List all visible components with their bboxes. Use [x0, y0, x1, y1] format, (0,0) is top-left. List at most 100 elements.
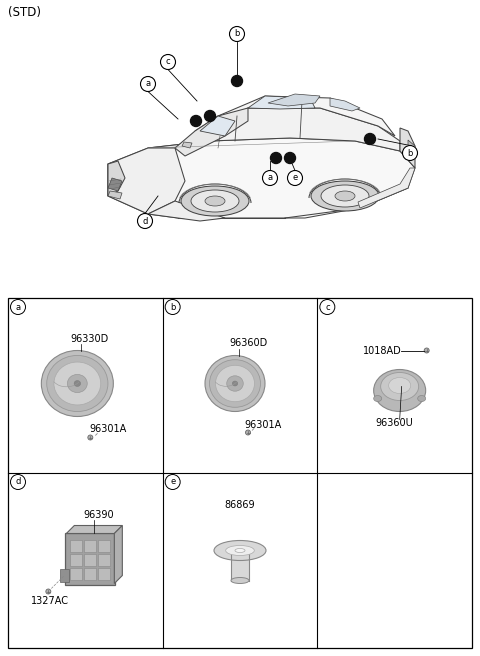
Polygon shape [108, 138, 415, 218]
Text: a: a [267, 173, 273, 182]
Ellipse shape [418, 396, 426, 401]
Text: e: e [292, 173, 298, 182]
Polygon shape [108, 178, 122, 191]
FancyBboxPatch shape [70, 568, 82, 580]
FancyBboxPatch shape [65, 533, 115, 584]
Circle shape [137, 213, 153, 228]
Ellipse shape [67, 375, 87, 392]
Ellipse shape [226, 546, 254, 556]
Polygon shape [175, 108, 248, 156]
Text: (STD): (STD) [8, 6, 41, 19]
Polygon shape [200, 116, 235, 136]
Circle shape [364, 134, 375, 144]
Ellipse shape [54, 362, 101, 405]
Text: 96390: 96390 [83, 510, 114, 520]
Ellipse shape [214, 541, 266, 560]
Polygon shape [182, 142, 192, 148]
Ellipse shape [245, 430, 251, 435]
FancyBboxPatch shape [60, 569, 69, 582]
Polygon shape [148, 201, 225, 221]
Ellipse shape [181, 186, 249, 216]
Ellipse shape [424, 348, 429, 353]
Ellipse shape [235, 548, 245, 552]
Polygon shape [66, 525, 122, 533]
Polygon shape [195, 96, 395, 136]
Polygon shape [400, 128, 415, 168]
FancyBboxPatch shape [84, 540, 96, 552]
FancyBboxPatch shape [84, 568, 96, 580]
Circle shape [231, 75, 242, 87]
FancyBboxPatch shape [98, 540, 110, 552]
Circle shape [160, 54, 176, 70]
Polygon shape [148, 108, 400, 151]
Polygon shape [108, 148, 185, 214]
Circle shape [271, 152, 281, 163]
Ellipse shape [216, 365, 254, 401]
Ellipse shape [209, 359, 261, 407]
Circle shape [263, 171, 277, 186]
Text: 96301A: 96301A [90, 424, 127, 434]
Circle shape [320, 300, 335, 314]
Circle shape [229, 26, 244, 41]
Ellipse shape [47, 356, 108, 411]
Ellipse shape [191, 190, 239, 212]
FancyBboxPatch shape [70, 540, 82, 552]
Ellipse shape [335, 191, 355, 201]
Text: d: d [142, 216, 148, 226]
Circle shape [11, 474, 25, 489]
FancyBboxPatch shape [8, 298, 472, 648]
Ellipse shape [321, 185, 369, 207]
Circle shape [403, 146, 418, 161]
Circle shape [165, 474, 180, 489]
Polygon shape [408, 140, 415, 156]
Ellipse shape [232, 381, 238, 386]
Text: b: b [170, 302, 175, 312]
Ellipse shape [74, 380, 81, 386]
Polygon shape [108, 161, 125, 196]
Text: d: d [15, 478, 21, 487]
Ellipse shape [389, 377, 411, 394]
Text: 96330D: 96330D [70, 333, 108, 344]
Polygon shape [108, 191, 122, 199]
Ellipse shape [373, 369, 426, 411]
Text: a: a [145, 79, 151, 89]
Text: e: e [170, 478, 175, 487]
Polygon shape [358, 168, 415, 208]
Text: 96301A: 96301A [244, 420, 282, 430]
FancyBboxPatch shape [70, 554, 82, 566]
Text: c: c [166, 58, 170, 66]
Ellipse shape [41, 350, 113, 417]
Ellipse shape [205, 196, 225, 206]
Ellipse shape [88, 435, 93, 440]
FancyBboxPatch shape [231, 550, 249, 581]
Text: b: b [234, 30, 240, 39]
Circle shape [141, 77, 156, 91]
Ellipse shape [46, 589, 51, 594]
Ellipse shape [373, 396, 382, 401]
Circle shape [11, 300, 25, 314]
Text: 1018AD: 1018AD [363, 346, 402, 356]
FancyBboxPatch shape [98, 554, 110, 566]
Circle shape [165, 300, 180, 314]
Ellipse shape [205, 356, 265, 411]
Text: 96360U: 96360U [376, 419, 414, 428]
Ellipse shape [311, 181, 379, 211]
Text: 96360D: 96360D [230, 338, 268, 348]
FancyBboxPatch shape [84, 554, 96, 566]
Circle shape [285, 152, 296, 163]
Polygon shape [248, 96, 315, 109]
Text: a: a [15, 302, 21, 312]
Text: c: c [325, 302, 330, 312]
Polygon shape [268, 94, 320, 106]
Text: 86869: 86869 [225, 501, 255, 510]
Circle shape [204, 110, 216, 121]
Ellipse shape [231, 577, 249, 583]
Ellipse shape [381, 373, 419, 401]
Circle shape [288, 171, 302, 186]
Ellipse shape [227, 376, 243, 391]
Circle shape [191, 115, 202, 127]
Polygon shape [114, 525, 122, 583]
Text: b: b [408, 148, 413, 157]
Text: 1327AC: 1327AC [31, 596, 69, 607]
Polygon shape [330, 98, 360, 111]
